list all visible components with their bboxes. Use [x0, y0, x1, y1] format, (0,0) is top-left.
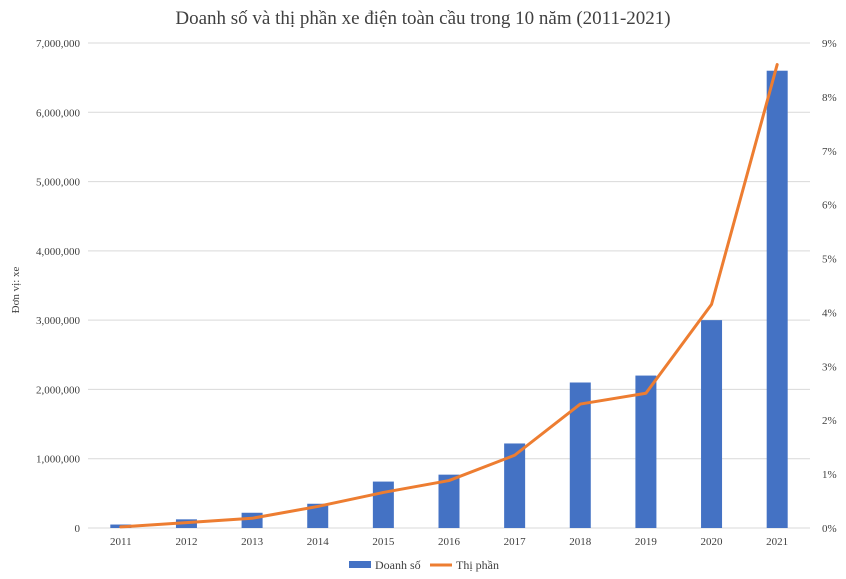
y2-tick-label: 4%	[822, 307, 837, 319]
x-tick-label: 2015	[372, 536, 395, 548]
bar	[766, 70, 788, 528]
line-path	[119, 63, 779, 529]
x-tick-label: 2021	[766, 536, 788, 548]
line-point	[251, 517, 253, 519]
legend-swatch-bar	[349, 561, 371, 568]
bar	[569, 382, 591, 528]
line-point	[579, 403, 581, 405]
bar-series	[110, 70, 788, 528]
gridlines	[88, 42, 810, 529]
x-tick-label: 2018	[569, 536, 592, 548]
bar	[635, 375, 657, 528]
line-point	[185, 522, 187, 524]
y2-tick-label: 1%	[822, 469, 837, 481]
line-point	[382, 491, 384, 493]
x-tick-label: 2017	[504, 536, 527, 548]
y-tick-label: 0	[75, 523, 81, 535]
line-point	[317, 505, 319, 507]
y-tick-label: 6,000,000	[36, 107, 81, 119]
y-tick-label: 1,000,000	[36, 454, 81, 466]
y-tick-label: 7,000,000	[36, 38, 81, 50]
y2-tick-label: 2%	[822, 415, 837, 427]
line-point	[645, 392, 647, 394]
y2-tick-label: 5%	[822, 254, 837, 266]
line-series	[119, 63, 779, 529]
bar	[438, 474, 460, 528]
legend-label-bar: Doanh số	[375, 558, 421, 572]
bar	[307, 503, 329, 528]
y-axis-ticks: 0 1,000,000 2,000,000 3,000,000 4,000,000 5,0…	[36, 38, 81, 535]
x-tick-label: 2020	[701, 536, 724, 548]
line-point	[448, 480, 450, 482]
x-tick-label: 2012	[175, 536, 197, 548]
y2-tick-label: 7%	[822, 146, 837, 158]
y-tick-label: 4,000,000	[36, 246, 81, 258]
line-point	[711, 303, 713, 305]
bar	[701, 320, 723, 528]
y2-tick-label: 6%	[822, 200, 837, 212]
x-tick-label: 2011	[110, 536, 132, 548]
y2-tick-label: 3%	[822, 361, 837, 373]
x-tick-label: 2019	[635, 536, 658, 548]
x-axis-ticks: 2011 2012 2013 2014 2015 2016 2017 2018 2019 2020…	[110, 536, 788, 548]
bar	[504, 443, 526, 528]
x-tick-label: 2014	[307, 536, 330, 548]
bar	[372, 481, 394, 528]
y-tick-label: 5,000,000	[36, 177, 81, 189]
x-tick-label: 2016	[438, 536, 461, 548]
y2-tick-label: 8%	[822, 92, 837, 104]
y-axis-title: Đơn vị: xe	[10, 267, 22, 314]
line-point	[514, 454, 516, 456]
legend: Doanh số Thị phần	[349, 558, 499, 572]
bar	[241, 512, 263, 528]
y2-tick-label: 9%	[822, 38, 837, 50]
x-tick-label: 2013	[241, 536, 264, 548]
y-tick-label: 3,000,000	[36, 315, 81, 327]
chart-title: Doanh số và thị phần xe điện toàn cầu tr…	[175, 8, 670, 29]
y2-axis-ticks: 0% 1% 2% 3% 4% 5% 6% 7% 8% 9%	[822, 38, 837, 535]
line-point	[120, 526, 122, 528]
y2-tick-label: 0%	[822, 523, 837, 535]
y-tick-label: 2,000,000	[36, 384, 81, 396]
line-point	[776, 64, 778, 66]
legend-label-line: Thị phần	[456, 558, 499, 572]
